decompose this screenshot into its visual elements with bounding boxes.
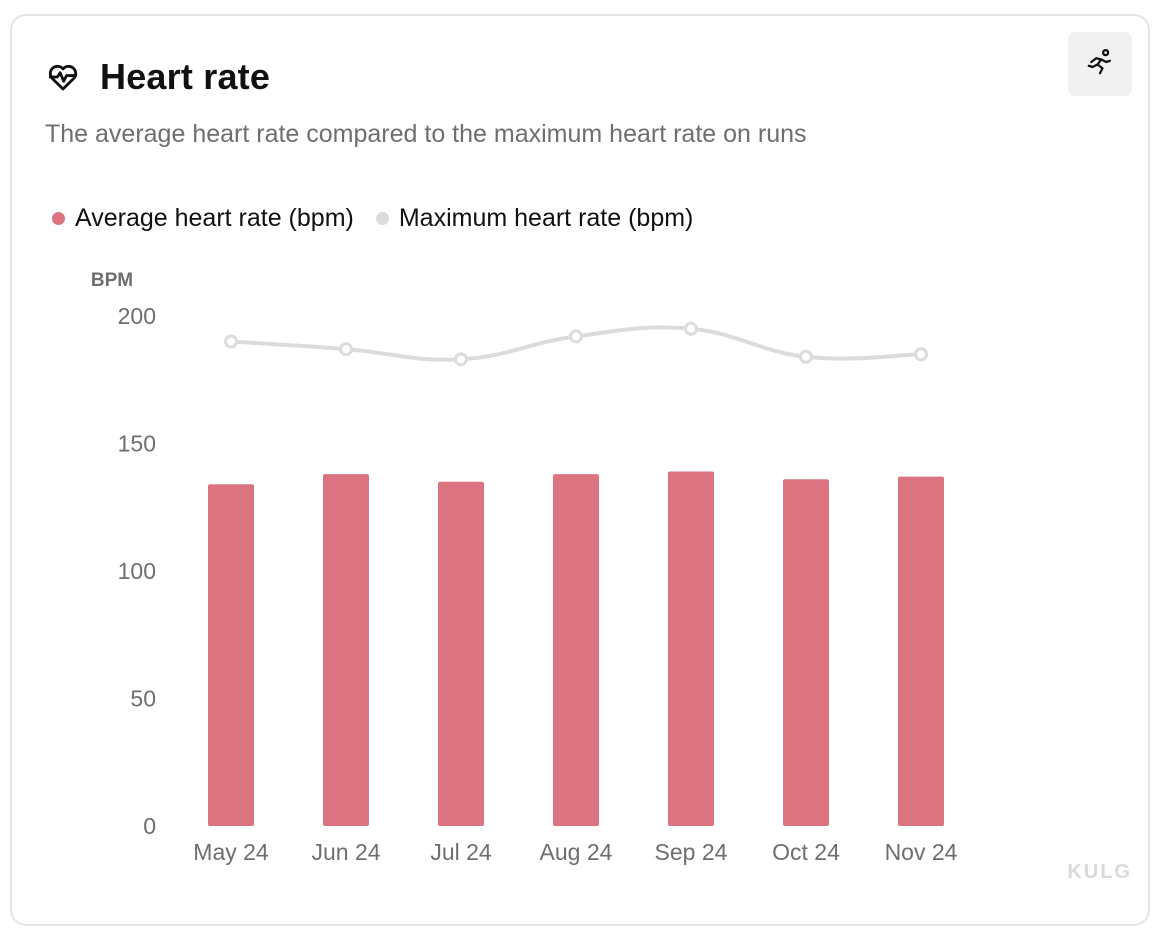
watermark-logo: KULG [1067, 861, 1132, 883]
point-maximum-2 [454, 352, 468, 367]
bar-average-1 [323, 474, 369, 826]
legend-dot-average [52, 212, 65, 225]
y-tick-label: 100 [118, 558, 156, 584]
point-maximum-3 [569, 329, 583, 344]
point-maximum-0 [224, 334, 238, 349]
legend-label-average: Average heart rate (bpm) [75, 204, 354, 232]
x-tick-label: Nov 24 [885, 839, 958, 865]
y-tick-label: 0 [143, 813, 156, 839]
card-subtitle: The average heart rate compared to the m… [45, 120, 807, 148]
bar-average-5 [783, 479, 829, 826]
heart-rate-card: Heart rate The average heart rate compar… [10, 14, 1150, 926]
x-tick-label: May 24 [193, 839, 269, 865]
x-tick-label: Jul 24 [430, 839, 492, 865]
card-header: Heart rate [46, 56, 270, 98]
x-tick-label: Jun 24 [311, 839, 380, 865]
activity-filter-button[interactable] [1068, 32, 1132, 96]
x-tick-label: Aug 24 [540, 839, 613, 865]
point-maximum-4 [684, 321, 698, 336]
x-tick-label: Oct 24 [772, 839, 840, 865]
legend-label-maximum: Maximum heart rate (bpm) [398, 204, 694, 232]
legend-item-maximum[interactable]: Maximum heart rate (bpm) [375, 204, 694, 233]
point-maximum-5 [799, 349, 813, 364]
chart-legend: Average heart rate (bpm) Maximum heart r… [52, 204, 715, 233]
heart-rate-chart: BPM 0 50 100 150 200 May 24 Jun 24 Jul 24 Aug 24 S… [91, 270, 958, 865]
bar-average-4 [668, 471, 714, 826]
heart-pulse-icon [46, 60, 80, 94]
point-maximum-1 [339, 342, 353, 357]
bar-average-0 [208, 484, 254, 826]
point-maximum-6 [914, 347, 928, 362]
legend-item-average[interactable]: Average heart rate (bpm) [52, 204, 354, 233]
y-tick-label: 200 [118, 303, 156, 329]
bar-average-2 [438, 481, 484, 826]
y-tick-label: 150 [118, 431, 156, 457]
bar-average-6 [898, 476, 944, 826]
y-tick-label: 50 [130, 686, 156, 712]
bar-average-3 [553, 474, 599, 826]
legend-dot-maximum [375, 212, 389, 225]
card-title: Heart rate [100, 56, 271, 97]
x-tick-label: Sep 24 [655, 839, 728, 865]
running-person-icon [1085, 47, 1115, 82]
y-axis-label: BPM [91, 270, 133, 291]
